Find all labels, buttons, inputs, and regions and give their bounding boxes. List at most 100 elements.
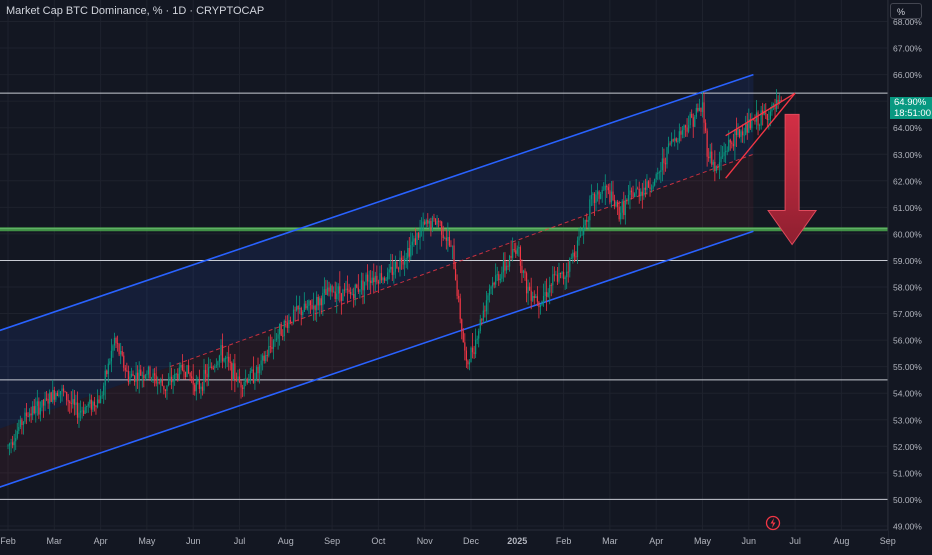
candle-body bbox=[12, 442, 14, 446]
wedge-upper-line bbox=[725, 92, 796, 137]
candle-body bbox=[194, 384, 196, 392]
y-tick-label: 66.00% bbox=[893, 70, 922, 80]
candle-body bbox=[189, 372, 191, 377]
candle-body bbox=[655, 174, 657, 180]
candle-body bbox=[567, 271, 569, 273]
candle-body bbox=[279, 323, 281, 335]
candle-body bbox=[141, 375, 143, 377]
candle-body bbox=[647, 181, 650, 188]
candle-body bbox=[422, 221, 424, 230]
candle-body bbox=[678, 131, 680, 142]
candle-body bbox=[556, 274, 559, 282]
candle-body bbox=[388, 269, 390, 273]
candle-body bbox=[348, 289, 350, 293]
candle-body bbox=[285, 320, 287, 323]
channel-mid-line bbox=[169, 153, 754, 368]
candle-body bbox=[421, 229, 423, 230]
candle-body bbox=[175, 373, 177, 375]
candle-body bbox=[157, 382, 159, 384]
candle-body bbox=[479, 319, 481, 332]
candle-body bbox=[62, 388, 65, 392]
candle-body bbox=[149, 366, 151, 379]
candle-body bbox=[274, 339, 276, 341]
candle-body bbox=[681, 130, 684, 135]
last-price-value: 64.90% bbox=[894, 97, 927, 108]
candle-body bbox=[263, 355, 265, 362]
x-tick-label: Mar bbox=[602, 536, 618, 546]
candle-body bbox=[55, 392, 57, 400]
candle-body bbox=[241, 387, 244, 389]
candle-body bbox=[254, 379, 256, 383]
candle-body bbox=[255, 367, 258, 380]
candle-body bbox=[708, 156, 710, 159]
candle-body bbox=[106, 370, 108, 375]
candle-body bbox=[592, 193, 594, 195]
candle-body bbox=[221, 345, 224, 362]
candle-body bbox=[462, 331, 464, 343]
candle-body bbox=[621, 201, 623, 213]
candle-body bbox=[467, 360, 469, 365]
candle-body bbox=[380, 273, 383, 281]
candle-body bbox=[704, 122, 707, 131]
candle-body bbox=[478, 331, 480, 339]
candle-body bbox=[777, 99, 779, 103]
candle-body bbox=[158, 382, 160, 384]
candle-body bbox=[610, 191, 613, 203]
candle-body bbox=[231, 362, 233, 381]
candle-body bbox=[547, 292, 549, 297]
candle-body bbox=[427, 220, 429, 224]
candle-body bbox=[376, 275, 378, 282]
candle-body bbox=[109, 361, 111, 364]
candle-body bbox=[146, 374, 148, 376]
candle-body bbox=[760, 110, 762, 126]
chart-title: Market Cap BTC Dominance, % · 1D · CRYPT… bbox=[6, 5, 265, 17]
candle-body bbox=[598, 191, 600, 199]
candle-body bbox=[686, 127, 688, 132]
candle-body bbox=[160, 380, 162, 383]
x-tick-label: Feb bbox=[556, 536, 572, 546]
candle-body bbox=[677, 141, 679, 142]
candle-body bbox=[357, 287, 359, 292]
candle-body bbox=[518, 247, 520, 249]
candle-body bbox=[476, 338, 478, 340]
candle-body bbox=[144, 374, 146, 379]
y-tick-label: 67.00% bbox=[893, 44, 922, 54]
candle-body bbox=[569, 258, 571, 272]
unit-selector[interactable]: % bbox=[890, 3, 922, 19]
candle-body bbox=[405, 258, 407, 260]
candle-body bbox=[379, 273, 381, 284]
candle-body bbox=[657, 172, 659, 175]
candle-body bbox=[166, 385, 168, 391]
candle-body bbox=[720, 156, 722, 163]
candle-body bbox=[331, 285, 333, 293]
candle-body bbox=[399, 257, 401, 270]
candle-body bbox=[689, 113, 691, 126]
candle-body bbox=[607, 187, 609, 191]
candle-body bbox=[300, 307, 302, 315]
candle-body bbox=[694, 116, 696, 127]
candle-body bbox=[575, 256, 577, 258]
lightning-alert-icon[interactable] bbox=[765, 515, 781, 531]
candle-body bbox=[604, 185, 606, 190]
candle-body bbox=[286, 322, 288, 328]
candle-body bbox=[553, 274, 555, 276]
candle-body bbox=[411, 241, 413, 246]
candle-body bbox=[126, 370, 128, 372]
candle-body bbox=[217, 361, 219, 366]
candle-body bbox=[680, 131, 682, 135]
candle-body bbox=[83, 410, 85, 414]
candle-body bbox=[635, 188, 637, 194]
candle-body bbox=[725, 151, 727, 153]
candle-body bbox=[58, 394, 60, 397]
candle-body bbox=[107, 363, 109, 375]
forecast-down-arrow bbox=[767, 113, 818, 246]
candle-body bbox=[115, 337, 117, 344]
candle-body bbox=[510, 255, 512, 258]
candle-body bbox=[529, 286, 531, 291]
candle-body bbox=[780, 100, 782, 101]
candle-body bbox=[765, 112, 767, 115]
candle-body bbox=[7, 445, 9, 447]
candle-body bbox=[363, 281, 366, 291]
